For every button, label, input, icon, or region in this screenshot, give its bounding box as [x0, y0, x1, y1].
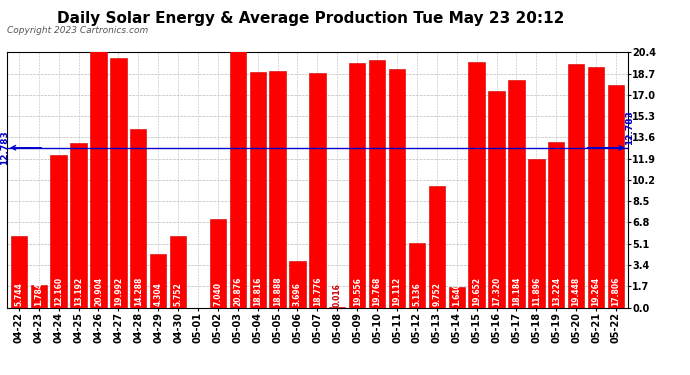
Bar	[230, 46, 246, 308]
Bar	[90, 46, 107, 308]
Text: 19.652: 19.652	[472, 277, 481, 306]
Text: 12.783: 12.783	[0, 130, 9, 165]
Text: 19.768: 19.768	[373, 277, 382, 306]
Text: 5.744: 5.744	[14, 282, 23, 306]
Text: 19.556: 19.556	[353, 278, 362, 306]
Bar	[269, 71, 286, 308]
Text: 7.040: 7.040	[213, 282, 222, 306]
Bar	[70, 142, 87, 308]
Text: 5.752: 5.752	[174, 282, 183, 306]
Bar	[50, 156, 67, 308]
Bar	[548, 142, 564, 308]
Bar	[608, 85, 624, 308]
Text: 20.904: 20.904	[94, 277, 103, 306]
Text: Copyright 2023 Cartronics.com: Copyright 2023 Cartronics.com	[7, 26, 148, 35]
Text: 11.896: 11.896	[532, 277, 541, 306]
Bar	[130, 129, 146, 308]
Text: 19.992: 19.992	[114, 277, 123, 306]
Text: 17.806: 17.806	[611, 277, 620, 306]
Bar	[469, 62, 485, 308]
Bar	[349, 63, 366, 308]
Bar	[389, 69, 405, 308]
Bar	[210, 219, 226, 308]
Text: 17.320: 17.320	[492, 277, 501, 306]
Bar	[250, 72, 266, 308]
Bar	[309, 73, 326, 308]
Text: 3.696: 3.696	[293, 282, 302, 306]
Bar	[289, 261, 306, 308]
Text: 19.448: 19.448	[571, 277, 581, 306]
Bar	[170, 236, 186, 308]
Bar	[448, 287, 465, 308]
Bar	[428, 186, 445, 308]
Bar	[10, 236, 27, 308]
Bar	[110, 58, 126, 308]
Text: 5.136: 5.136	[413, 282, 422, 306]
Text: 13.192: 13.192	[74, 277, 83, 306]
Text: 18.776: 18.776	[313, 277, 322, 306]
Bar	[369, 60, 385, 308]
Bar	[150, 254, 166, 308]
Text: 19.264: 19.264	[591, 277, 600, 306]
Text: 20.876: 20.876	[233, 277, 242, 306]
Text: 14.288: 14.288	[134, 277, 143, 306]
Bar	[588, 67, 604, 308]
Bar	[489, 91, 504, 308]
Bar	[528, 159, 544, 308]
Text: 0.016: 0.016	[333, 283, 342, 307]
Text: 1.640: 1.640	[452, 282, 461, 306]
Text: 13.224: 13.224	[552, 277, 561, 306]
Text: 4.304: 4.304	[154, 282, 163, 306]
Text: 18.888: 18.888	[273, 277, 282, 306]
Text: 12.783: 12.783	[625, 111, 634, 145]
Text: 9.752: 9.752	[433, 282, 442, 306]
Text: 18.816: 18.816	[253, 277, 262, 306]
Bar	[509, 80, 524, 308]
Text: 1.784: 1.784	[34, 282, 43, 306]
Text: 12.160: 12.160	[54, 277, 63, 306]
Text: Daily Solar Energy & Average Production Tue May 23 20:12: Daily Solar Energy & Average Production …	[57, 11, 564, 26]
Text: 19.112: 19.112	[393, 277, 402, 306]
Bar	[408, 243, 425, 308]
Bar	[30, 285, 47, 308]
Bar	[568, 64, 584, 308]
Text: 18.184: 18.184	[512, 277, 521, 306]
